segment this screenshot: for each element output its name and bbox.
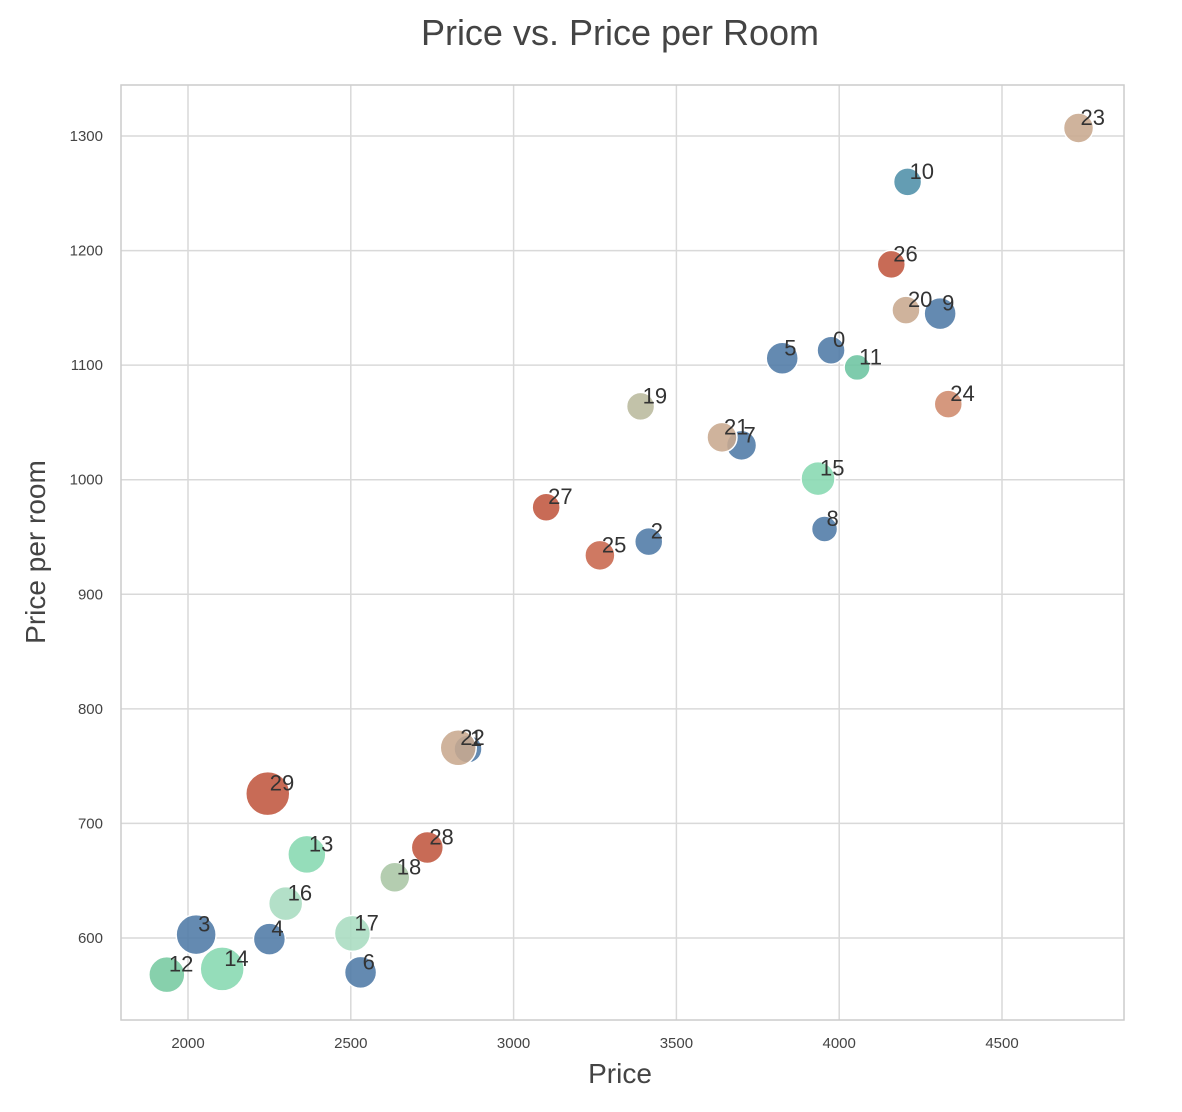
point-label: 2: [651, 519, 663, 544]
point-label: 1: [470, 726, 482, 751]
point-label: 5: [784, 335, 796, 360]
data-point: [891, 295, 921, 325]
x-tick-label: 4000: [823, 1035, 856, 1052]
x-axis-ticks: 2000 2500 3000 3500 4000 4500: [171, 1035, 1018, 1052]
data-point: [800, 460, 836, 497]
data-point: [706, 421, 738, 454]
point-label: 22: [460, 725, 484, 750]
point-label: 9: [942, 291, 954, 316]
data-point: [584, 539, 616, 572]
y-tick-label: 600: [78, 930, 103, 947]
data-point: [245, 770, 291, 817]
data-point: [333, 914, 372, 953]
data-point: [843, 353, 871, 382]
data-point: [267, 885, 304, 922]
plot-frame: [120, 84, 1125, 1021]
data-points: [148, 112, 1095, 994]
x-axis-label: Price: [588, 1058, 652, 1089]
x-tick-label: 3500: [660, 1035, 693, 1052]
y-tick-label: 1100: [71, 357, 103, 374]
data-point: [892, 167, 923, 197]
data-point: [633, 526, 664, 557]
point-label: 17: [354, 910, 378, 935]
point-label: 6: [363, 949, 375, 974]
point-label: 29: [270, 771, 294, 796]
point-label: 8: [827, 506, 839, 531]
x-tick-label: 3000: [497, 1035, 530, 1052]
point-label: 23: [1081, 105, 1105, 130]
data-point: [625, 391, 656, 422]
point-label: 18: [397, 854, 421, 879]
data-point: [933, 389, 964, 419]
data-point: [439, 729, 477, 767]
point-label: 15: [820, 456, 844, 481]
point-label: 20: [908, 287, 932, 312]
data-point: [175, 913, 217, 956]
data-point: [531, 492, 561, 522]
point-label: 27: [548, 484, 572, 509]
point-label: 28: [429, 824, 453, 849]
point-label: 7: [744, 422, 756, 447]
y-axis-ticks: 600 700 800 900 1000 1100 1200 1300: [70, 128, 103, 947]
x-tick-label: 2000: [171, 1035, 204, 1052]
data-point: [410, 830, 445, 865]
point-label: 16: [288, 881, 312, 906]
chart-title: Price vs. Price per Room: [421, 12, 819, 53]
point-label: 11: [859, 344, 882, 369]
point-label: 4: [271, 916, 283, 941]
y-tick-label: 1300: [70, 128, 103, 145]
point-label: 14: [224, 946, 248, 971]
data-point: [252, 922, 287, 956]
point-label: 0: [833, 327, 845, 352]
y-tick-label: 700: [78, 815, 103, 832]
point-label: 26: [893, 241, 917, 266]
y-tick-label: 900: [78, 586, 103, 603]
y-axis-label: Price per room: [20, 460, 51, 644]
y-tick-label: 800: [78, 701, 103, 718]
y-tick-label: 1200: [70, 243, 103, 260]
point-label: 12: [169, 952, 193, 977]
x-tick-label: 2500: [334, 1035, 367, 1052]
point-label: 21: [724, 414, 748, 439]
data-point: [923, 296, 957, 331]
point-label: 13: [309, 831, 333, 856]
y-tick-label: 1000: [70, 472, 103, 489]
grid: [121, 85, 1124, 1020]
point-label: 24: [950, 381, 974, 406]
data-point: [765, 341, 799, 376]
data-point: [810, 515, 839, 543]
point-label: 25: [602, 532, 626, 557]
data-point: [379, 861, 411, 894]
data-point: [287, 834, 327, 875]
data-point: [1062, 112, 1095, 144]
data-point: [343, 955, 378, 990]
data-point: [148, 955, 186, 994]
data-point: [199, 946, 245, 992]
point-label: 19: [643, 383, 667, 408]
point-label: 10: [910, 159, 934, 184]
x-tick-label: 4500: [985, 1035, 1018, 1052]
point-label: 3: [198, 912, 210, 937]
data-point: [876, 249, 907, 280]
data-point: [816, 335, 846, 365]
